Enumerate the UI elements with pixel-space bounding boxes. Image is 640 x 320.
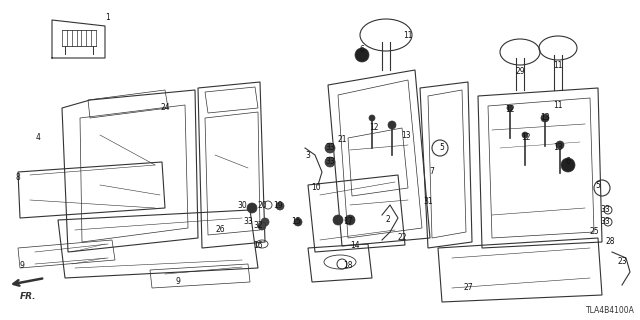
Circle shape	[261, 218, 269, 226]
Text: 6: 6	[566, 157, 570, 166]
Text: 13: 13	[553, 143, 563, 153]
Text: 33: 33	[243, 218, 253, 227]
Text: 27: 27	[463, 284, 473, 292]
Circle shape	[325, 143, 335, 153]
Text: 13: 13	[540, 114, 550, 123]
Circle shape	[294, 218, 302, 226]
Text: 12: 12	[505, 106, 515, 115]
Text: 33: 33	[325, 157, 335, 166]
Text: 17: 17	[343, 218, 353, 227]
Circle shape	[507, 105, 513, 111]
Text: 16: 16	[253, 241, 263, 250]
Text: 13: 13	[401, 131, 411, 140]
Text: 33: 33	[600, 218, 610, 227]
Circle shape	[333, 215, 343, 225]
Text: 2: 2	[386, 215, 390, 225]
Circle shape	[561, 158, 575, 172]
Text: 9: 9	[175, 277, 180, 286]
Text: 23: 23	[617, 258, 627, 267]
Text: 5: 5	[440, 143, 444, 153]
Text: 7: 7	[429, 167, 435, 177]
Text: 11: 11	[553, 100, 563, 109]
Circle shape	[556, 141, 564, 149]
Circle shape	[541, 114, 549, 122]
Text: 24: 24	[160, 103, 170, 113]
Text: 12: 12	[369, 124, 379, 132]
Text: 25: 25	[589, 228, 599, 236]
Text: 8: 8	[15, 173, 20, 182]
Text: 1: 1	[106, 13, 110, 22]
Text: 12: 12	[521, 133, 531, 142]
Circle shape	[276, 202, 284, 210]
Text: 11: 11	[403, 30, 413, 39]
Text: 20: 20	[257, 201, 267, 210]
Text: 21: 21	[337, 135, 347, 145]
Text: 29: 29	[515, 68, 525, 76]
Text: 31: 31	[423, 197, 433, 206]
Text: 4: 4	[36, 133, 40, 142]
Text: 28: 28	[605, 237, 615, 246]
Circle shape	[258, 222, 266, 230]
Text: 32: 32	[253, 221, 263, 230]
Text: 30: 30	[237, 202, 247, 211]
Circle shape	[369, 115, 375, 121]
Text: 6: 6	[360, 45, 364, 54]
Text: 9: 9	[20, 260, 24, 269]
Circle shape	[355, 48, 369, 62]
Text: 3: 3	[305, 150, 310, 159]
Text: 11: 11	[553, 60, 563, 69]
Circle shape	[247, 203, 257, 213]
Text: FR.: FR.	[20, 292, 36, 301]
Text: 5: 5	[596, 180, 600, 189]
Text: 33: 33	[325, 143, 335, 153]
Text: TLA4B4100A: TLA4B4100A	[586, 306, 635, 315]
Text: 33: 33	[600, 205, 610, 214]
Text: 22: 22	[397, 234, 407, 243]
Circle shape	[325, 157, 335, 167]
Text: 15: 15	[291, 218, 301, 227]
Text: 14: 14	[350, 242, 360, 251]
Text: 26: 26	[215, 226, 225, 235]
Text: 18: 18	[343, 260, 353, 269]
Circle shape	[388, 121, 396, 129]
Circle shape	[522, 132, 528, 138]
Text: 19: 19	[273, 202, 283, 211]
Text: 10: 10	[311, 183, 321, 193]
Circle shape	[345, 215, 355, 225]
